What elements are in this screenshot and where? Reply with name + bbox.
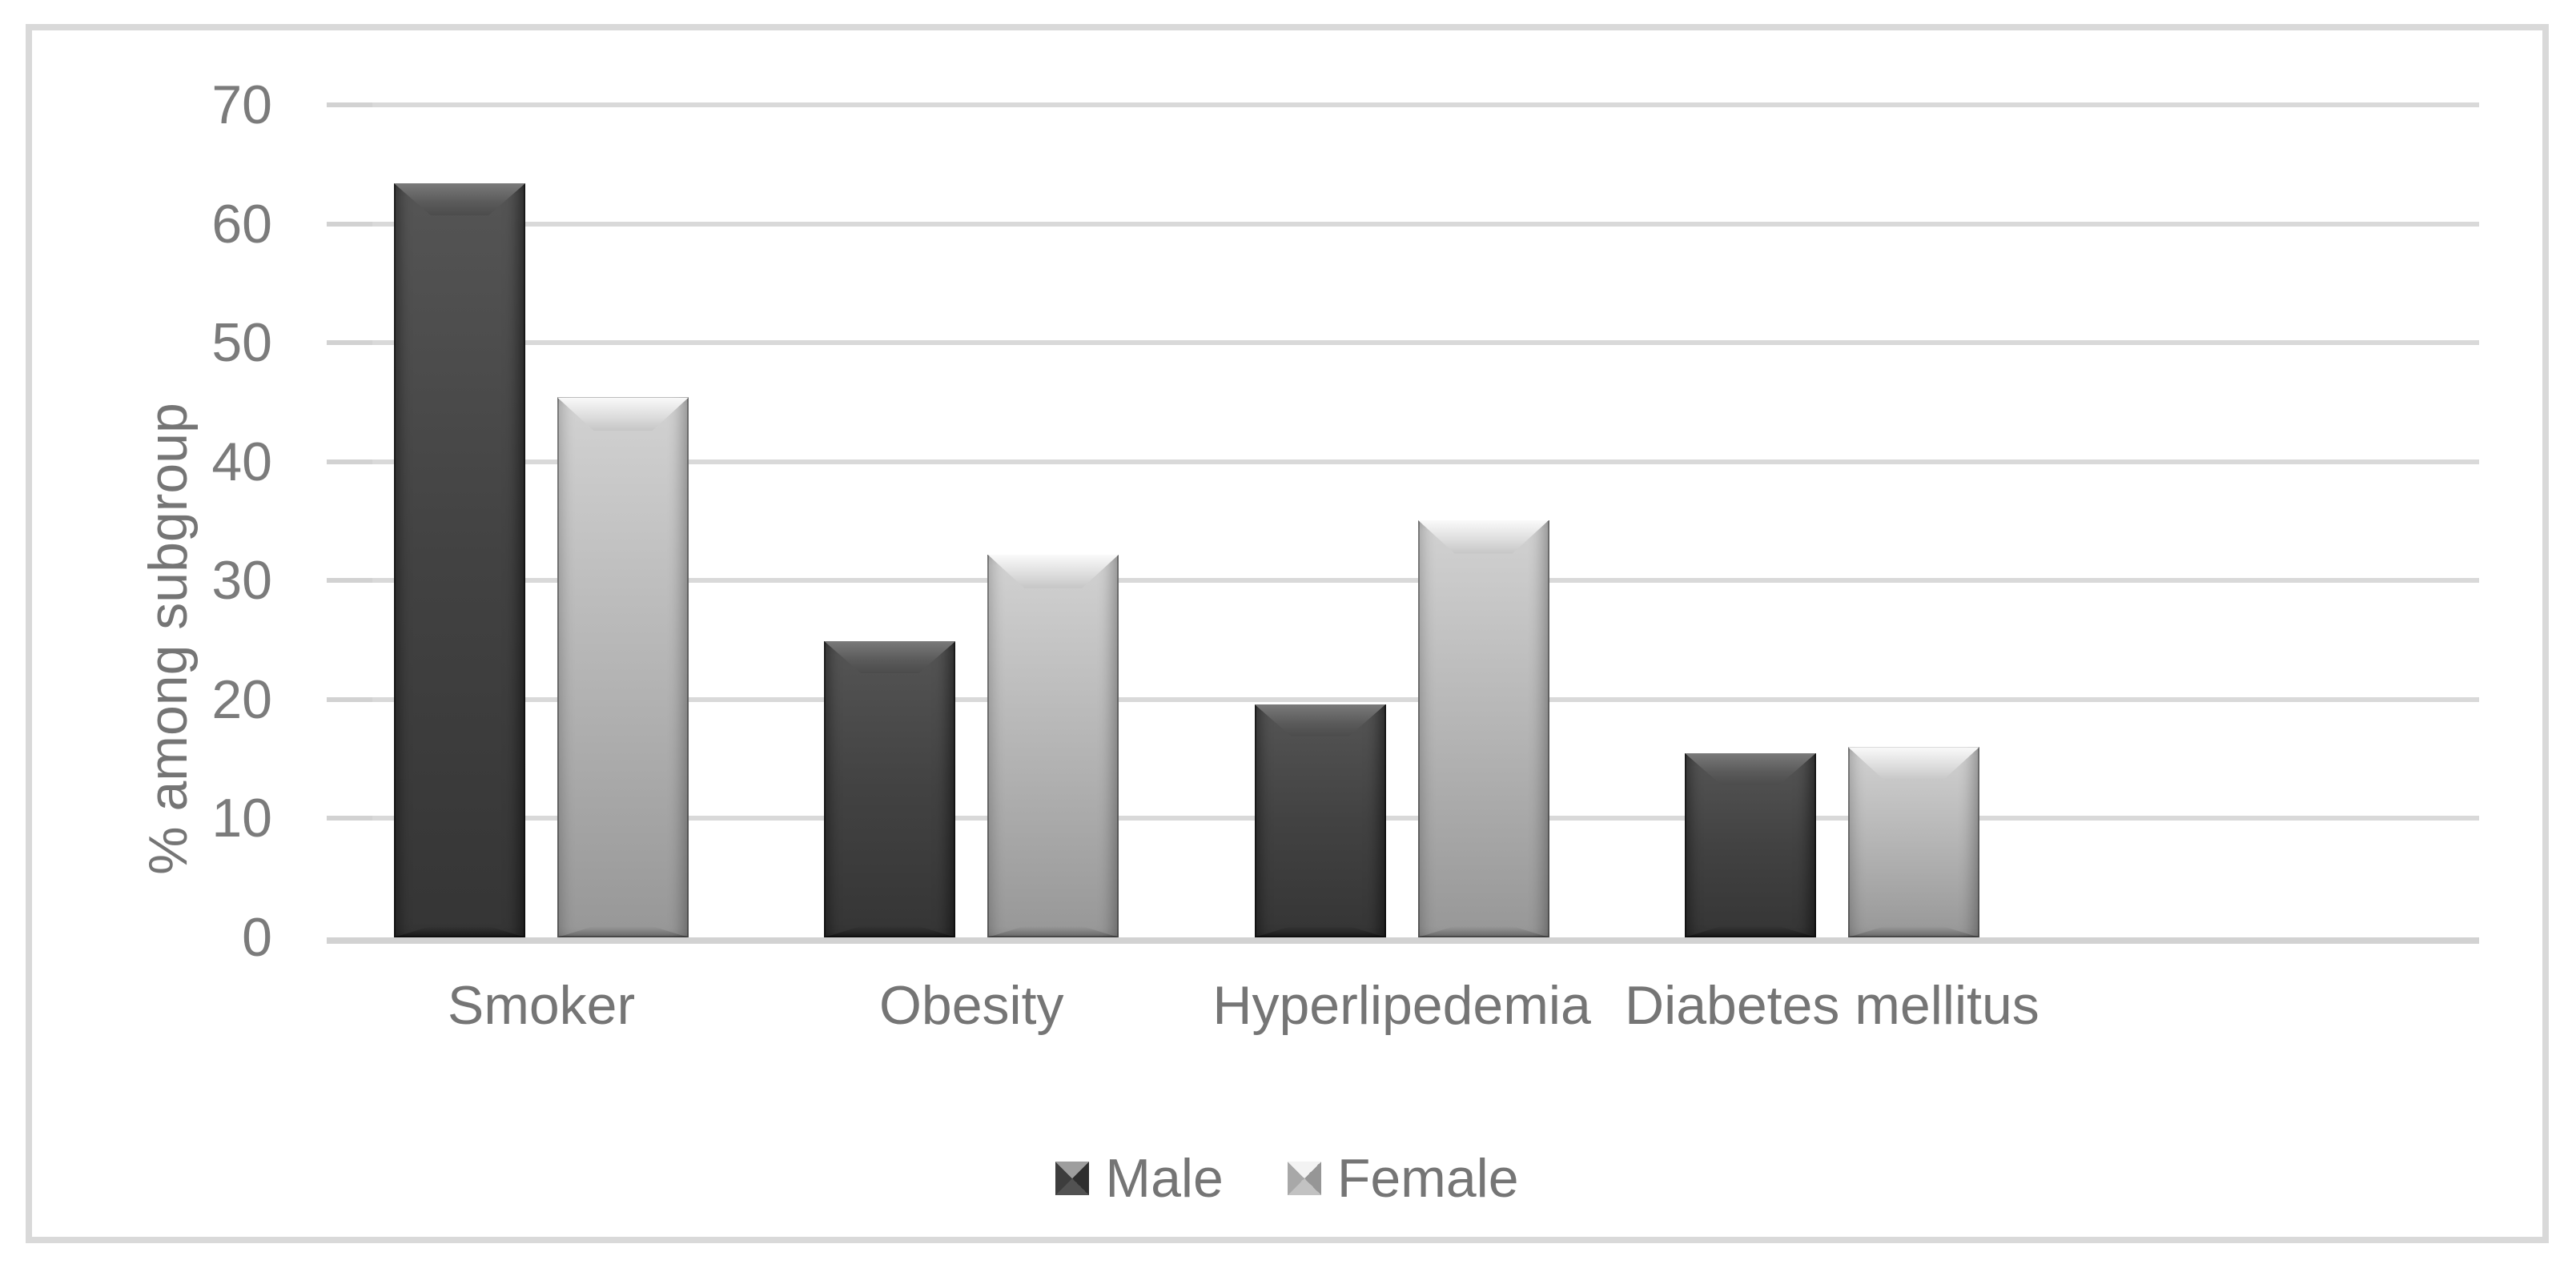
legend-item-female: Female [1287,1148,1519,1209]
bar-male-diabetes-mellitus [1684,752,1816,937]
y-tick-label: 30 [211,550,272,612]
y-tick-mark [327,459,372,464]
legend-label-male: Male [1105,1148,1224,1209]
y-tick-label: 60 [211,193,272,255]
y-tick-mark [327,696,372,702]
gridline [371,459,2479,464]
category-label-hyperlipedemia: Hyperlipedemia [1212,975,1591,1036]
y-tick-label: 40 [211,431,272,492]
bar-female-diabetes-mellitus [1847,747,1979,937]
legend-label-female: Female [1336,1148,1519,1209]
y-tick-label: 0 [242,907,272,968]
legend: Male Female [32,1150,2542,1207]
y-tick-mark [327,340,372,346]
gridline [371,340,2479,346]
legend-swatch-male [1055,1162,1090,1195]
bar-male-hyperlipedemia [1254,704,1386,937]
legend-swatch-female [1287,1162,1321,1195]
y-tick-label: 70 [211,74,272,135]
y-tick-mark [327,816,372,821]
bar-female-hyperlipedemia [1417,520,1549,937]
bar-male-obesity [824,641,956,937]
gridline [371,221,2479,227]
legend-item-male: Male [1055,1148,1224,1209]
y-tick-label: 20 [211,668,272,730]
category-label-smoker: Smoker [447,975,636,1036]
gridline [371,102,2479,107]
bar-female-smoker [557,397,689,937]
x-axis-line [327,937,2479,944]
category-label-diabetes-mellitus: Diabetes mellitus [1625,975,2040,1036]
category-label-obesity: Obesity [879,975,1064,1036]
y-tick-mark [327,578,372,584]
chart-frame: % among subgroup Male Female 0 10 20 30 40 50 6… [26,24,2549,1243]
y-tick-label: 50 [211,312,272,374]
bar-male-smoker [394,183,525,937]
y-tick-label: 10 [211,788,272,849]
y-tick-mark [327,102,372,107]
y-tick-mark [327,221,372,227]
bar-female-obesity [987,554,1119,937]
